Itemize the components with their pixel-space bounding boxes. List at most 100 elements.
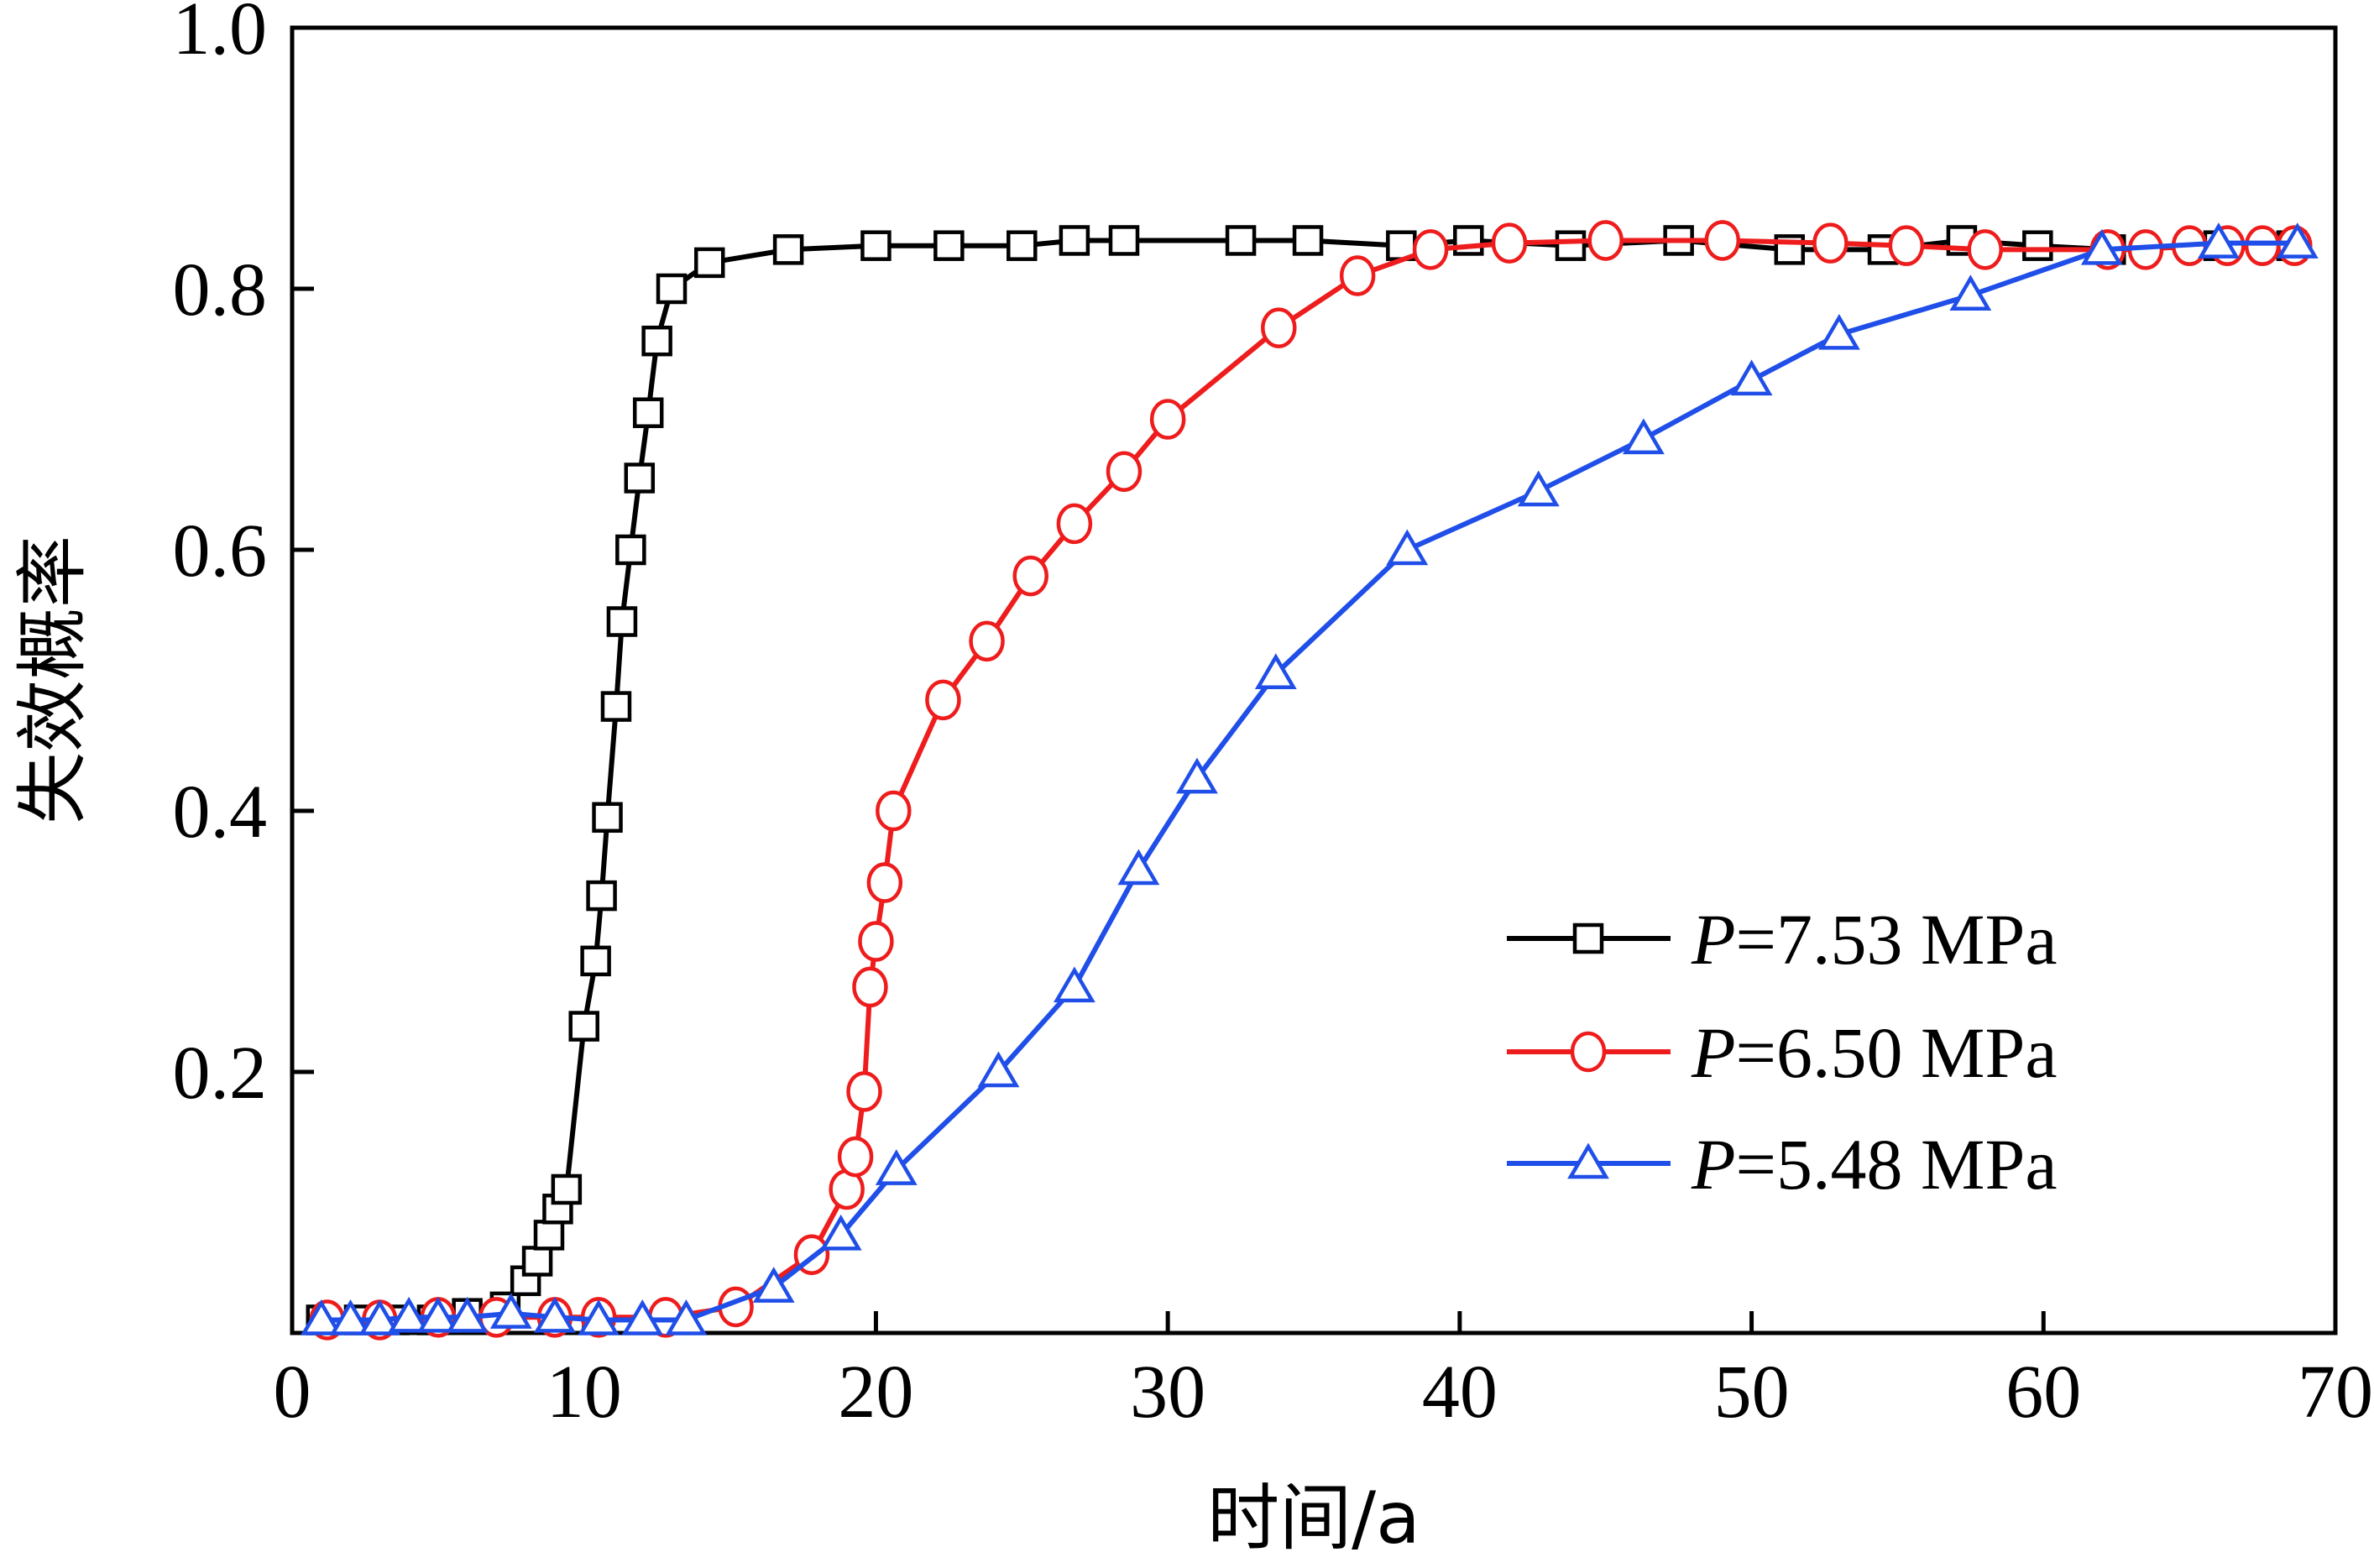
data-point — [1587, 220, 1624, 261]
legend-marker — [1570, 1031, 1607, 1073]
data-point — [533, 1220, 565, 1251]
x-tick-label: 40 — [1422, 1351, 1498, 1434]
data-point — [416, 1296, 459, 1333]
data-point — [1817, 313, 1860, 350]
data-point — [852, 966, 888, 1008]
data-point — [1261, 307, 1297, 348]
data-point — [2197, 222, 2240, 259]
y-tick-label: 1.0 — [173, 0, 268, 71]
data-point — [1888, 225, 1925, 266]
data-point — [621, 1299, 664, 1335]
data-point — [1175, 757, 1218, 794]
data-point — [2080, 228, 2123, 265]
x-tick-label: 70 — [2298, 1351, 2373, 1434]
x-tick-label: 10 — [546, 1351, 622, 1434]
data-point — [1108, 225, 1140, 256]
data-point — [1517, 470, 1560, 507]
data-point — [641, 325, 672, 357]
data-point — [772, 234, 804, 265]
data-point — [1007, 230, 1038, 261]
data-point — [1704, 220, 1741, 261]
series-3 — [300, 222, 2319, 1335]
data-point — [1292, 225, 1324, 256]
legend-label: P=6.50 MPa — [1691, 1012, 2058, 1093]
data-point — [665, 1299, 708, 1335]
x-tick-label: 50 — [1714, 1351, 1790, 1434]
data-point — [1555, 230, 1587, 261]
data-point — [969, 620, 1005, 662]
data-point — [1012, 555, 1048, 597]
data-point — [534, 1296, 576, 1333]
x-tick-label: 0 — [274, 1351, 311, 1434]
legend-label: P=7.53 MPa — [1691, 899, 2058, 980]
x-axis-title: 时间/a — [1207, 1477, 1420, 1560]
data-point — [752, 1267, 795, 1303]
data-point — [578, 1299, 620, 1335]
x-tick-label: 60 — [2005, 1351, 2081, 1434]
y-tick-label: 0.6 — [173, 510, 268, 593]
data-point — [358, 1299, 401, 1335]
y-axis-title: 失效概率 — [11, 536, 95, 824]
data-point — [693, 247, 725, 279]
data-point — [819, 1214, 862, 1251]
legend-item: P=7.53 MPa — [1507, 899, 2058, 980]
data-point — [1949, 274, 1992, 311]
data-point — [329, 1299, 372, 1335]
data-point — [2022, 230, 2053, 261]
data-point — [1056, 503, 1093, 545]
y-tick-label: 0.4 — [173, 771, 268, 854]
data-point — [568, 1011, 599, 1042]
data-point — [1453, 225, 1484, 256]
data-point — [600, 691, 632, 722]
y-tick-label: 0.8 — [173, 248, 268, 332]
data-point — [446, 1296, 489, 1333]
data-point — [632, 397, 664, 428]
data-point — [1053, 966, 1095, 1003]
legend-label: P=5.48 MPa — [1691, 1124, 2058, 1205]
legend-marker — [1572, 923, 1604, 954]
data-point — [1149, 399, 1186, 440]
data-point — [656, 273, 688, 305]
data-point — [2276, 222, 2319, 259]
data-point — [551, 1173, 583, 1205]
data-point — [489, 1293, 532, 1329]
data-point — [1254, 653, 1297, 689]
data-point — [1117, 849, 1160, 886]
data-point — [1491, 222, 1528, 264]
axis-tick-labels: 0 10 20 30 40 50 60 70 0.2 0.4 0.6 0.8 1.0 — [173, 0, 2374, 1434]
data-point — [1812, 222, 1848, 264]
data-point — [1386, 529, 1429, 566]
data-point — [1730, 359, 1773, 396]
legend-marker — [1567, 1142, 1609, 1179]
data-point — [846, 1071, 882, 1112]
data-point — [925, 679, 961, 721]
data-point — [2244, 225, 2281, 266]
data-point — [933, 230, 965, 261]
data-point — [300, 1299, 343, 1335]
series-layer — [300, 220, 2319, 1341]
data-point — [580, 945, 611, 977]
data-point — [1059, 225, 1090, 256]
data-point — [624, 463, 656, 494]
data-point — [592, 802, 623, 834]
legend: P=7.53 MPa P=6.50 MPa P=5.48 MPa — [1507, 899, 2058, 1205]
plot-frame — [290, 25, 2338, 1335]
x-tick-label: 20 — [838, 1351, 913, 1434]
data-point — [1967, 229, 2003, 270]
data-point — [586, 880, 617, 912]
data-point — [837, 1136, 874, 1178]
data-point — [521, 1246, 553, 1277]
data-point — [1622, 418, 1665, 455]
data-point — [977, 1051, 1020, 1088]
series-line — [321, 240, 2298, 1323]
data-point — [1412, 229, 1449, 270]
y-tick-label: 0.2 — [173, 1032, 268, 1115]
data-point — [1339, 255, 1376, 296]
data-point — [1106, 451, 1143, 492]
data-point — [388, 1296, 431, 1333]
data-point — [858, 921, 894, 962]
data-point — [1225, 225, 1257, 256]
data-point — [876, 790, 912, 832]
data-point — [860, 230, 892, 261]
